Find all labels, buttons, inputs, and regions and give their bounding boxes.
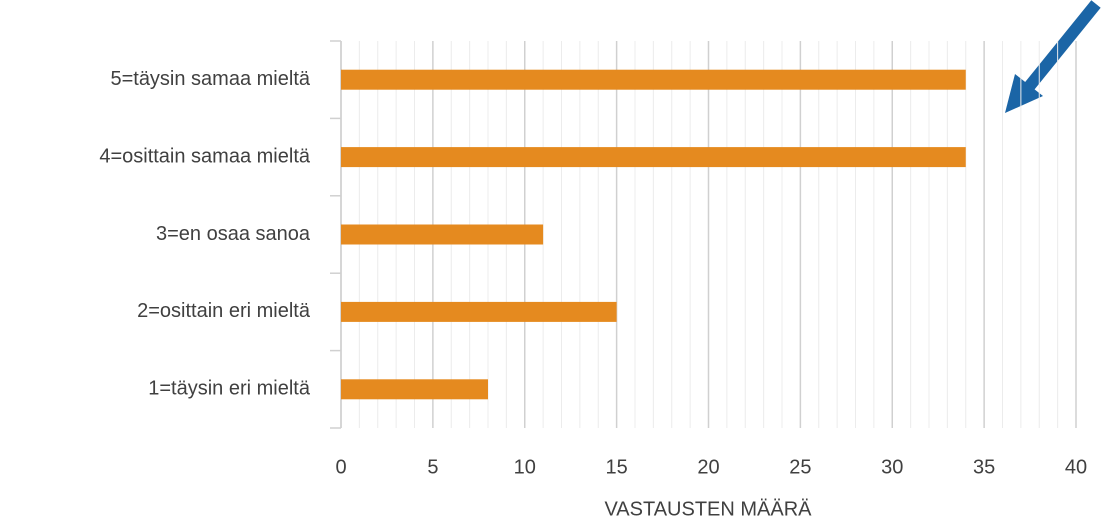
bar xyxy=(341,69,966,90)
x-tick-label: 25 xyxy=(789,456,811,478)
y-tick-label: 5=täysin samaa mieltä xyxy=(110,68,310,90)
x-tick-label: 30 xyxy=(881,456,903,478)
y-tick-label: 4=osittain samaa mieltä xyxy=(99,145,311,167)
y-tick-label: 1=täysin eri mieltä xyxy=(148,378,311,400)
x-tick-label: 40 xyxy=(1065,456,1087,478)
arrow xyxy=(1005,0,1101,113)
x-tick-label: 5 xyxy=(427,456,438,478)
y-tick-label: 3=en osaa sanoa xyxy=(156,223,311,245)
bar xyxy=(341,301,617,322)
arrow-shaft xyxy=(1023,0,1101,92)
bar xyxy=(341,147,966,168)
bar xyxy=(341,379,488,400)
x-tick-label: 0 xyxy=(335,456,346,478)
arrow-head xyxy=(1005,74,1043,113)
y-tick-label: 2=osittain eri mieltä xyxy=(137,300,311,322)
x-tick-label: 20 xyxy=(697,456,719,478)
bar xyxy=(341,224,544,245)
x-axis-label: VASTAUSTEN MÄÄRÄ xyxy=(604,498,812,520)
x-tick-label: 15 xyxy=(606,456,628,478)
x-tick-label: 35 xyxy=(973,456,995,478)
x-tick-label: 10 xyxy=(514,456,536,478)
